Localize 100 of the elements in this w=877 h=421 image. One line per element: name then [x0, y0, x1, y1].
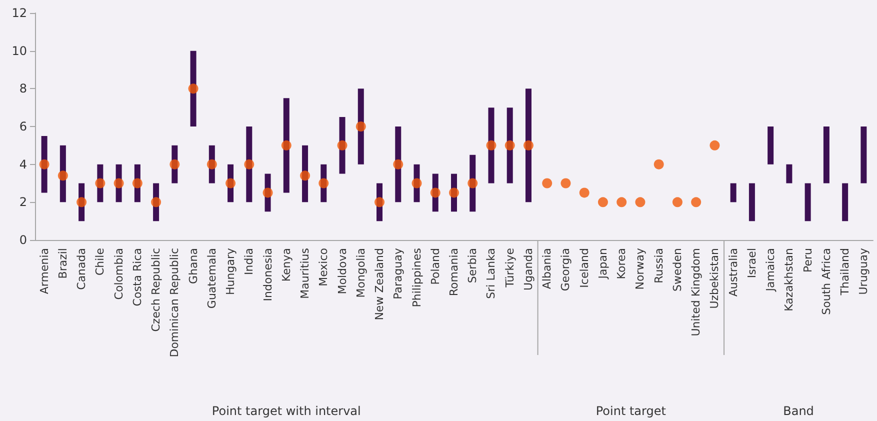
point: [616, 197, 627, 208]
bar: [823, 126, 830, 184]
x-tick-label: Guatemala: [205, 248, 218, 309]
point: [504, 140, 515, 150]
point: [449, 188, 459, 198]
bar: [730, 183, 736, 202]
x-tick-label: New Zealand: [373, 248, 386, 320]
x-tick-label: Uganda: [522, 248, 535, 290]
x-tick-label: Iceland: [578, 248, 591, 288]
bar: [525, 88, 532, 202]
x-tick-label: Mexico: [317, 248, 330, 286]
point: [318, 178, 329, 188]
x-tick-label: Russia: [652, 248, 666, 284]
point: [412, 178, 422, 188]
point: [58, 170, 68, 181]
point: [710, 140, 720, 150]
x-tick-label: Romania: [448, 248, 460, 296]
point: [579, 188, 590, 198]
y-tick-label: 4: [19, 157, 27, 172]
text: Point target: [596, 404, 666, 418]
point: [262, 188, 273, 198]
point: [672, 197, 682, 208]
y-tick-label: 12: [12, 6, 27, 20]
point: [170, 159, 180, 170]
point: [654, 159, 664, 170]
point: [206, 159, 217, 170]
x-tick-label: Ghana: [186, 248, 200, 284]
x-tick-label: Costa Rica: [130, 248, 144, 306]
x-tick-label: Hungary: [224, 248, 238, 295]
x-tick-label: Armenia: [38, 248, 51, 294]
point: [598, 197, 608, 208]
x-tick-label: Norway: [634, 248, 647, 290]
x-tick-label: Kazakhstan: [782, 248, 796, 312]
point: [430, 188, 440, 198]
x-tick-label: Poland: [428, 248, 442, 285]
point: [468, 178, 478, 188]
x-tick-label: Kenya: [280, 248, 293, 282]
point: [356, 122, 366, 132]
x-tick-label: Georgia: [559, 248, 572, 292]
x-tick-label: Czech Republic: [150, 248, 163, 332]
point: [542, 178, 552, 188]
bar: [842, 183, 848, 222]
point: [39, 159, 50, 170]
x-tick-label: Brazil: [56, 248, 70, 279]
x-tick-label: Sri Lanka: [484, 248, 498, 299]
x-tick-label: India: [242, 248, 256, 275]
x-tick-label: Moldova: [336, 248, 349, 294]
x-tick-label: United Kingdom: [690, 248, 703, 336]
bar: [768, 126, 774, 164]
x-tick-label: Peru: [801, 248, 814, 273]
y-tick-label: 10: [12, 44, 27, 58]
x-tick-label: Paraguay: [392, 248, 405, 300]
bar: [786, 164, 792, 184]
point: [76, 197, 87, 208]
point: [114, 178, 124, 188]
point: [337, 140, 348, 150]
point: [374, 197, 385, 208]
x-tick-label: Colombia: [112, 248, 126, 300]
y-tick-label: 2: [19, 195, 27, 210]
point: [486, 140, 496, 150]
point: [524, 140, 534, 150]
x-tick-label: Thailand: [838, 248, 852, 296]
x-tick-label: Chile: [94, 248, 107, 276]
x-tick-label: Sweden: [670, 248, 684, 292]
bar: [748, 183, 755, 222]
x-tick-label: Uzbekistan: [708, 248, 722, 309]
point: [281, 140, 292, 150]
point: [132, 178, 142, 188]
bar: [860, 126, 867, 184]
point: [151, 197, 162, 208]
x-tick-label: Uruguay: [857, 248, 870, 295]
point: [393, 159, 404, 170]
x-tick-label: Albania: [540, 248, 554, 290]
point: [691, 197, 702, 208]
point: [226, 178, 236, 188]
point: [188, 84, 198, 94]
text: Point target with interval: [212, 404, 361, 418]
x-tick-label: Serbia: [466, 248, 480, 284]
point: [560, 178, 571, 188]
point: [95, 178, 106, 188]
x-tick-label: Indonesia: [261, 248, 274, 302]
point: [244, 159, 254, 170]
x-tick-label: Israel: [745, 248, 758, 278]
x-tick-label: Türkiye: [503, 248, 516, 288]
y-tick-label: 6: [19, 120, 27, 134]
x-tick-label: Australia: [726, 248, 740, 297]
point: [300, 170, 310, 181]
x-tick-label: Korea: [615, 248, 628, 280]
bar: [804, 183, 811, 222]
x-tick-label: Dominican Republic: [168, 248, 182, 358]
x-tick-label: Canada: [75, 248, 88, 290]
x-tick-label: Philippines: [410, 248, 424, 308]
x-tick-label: Jamaica: [764, 248, 778, 292]
x-tick-label: Japan: [596, 248, 610, 280]
y-tick-label: 0: [19, 233, 27, 247]
y-tick-label: 8: [19, 82, 27, 96]
x-tick-label: Mongolia: [354, 248, 368, 298]
point: [635, 197, 646, 208]
x-tick-label: Mauritius: [298, 248, 312, 299]
x-tick-label: South Africa: [820, 248, 833, 315]
